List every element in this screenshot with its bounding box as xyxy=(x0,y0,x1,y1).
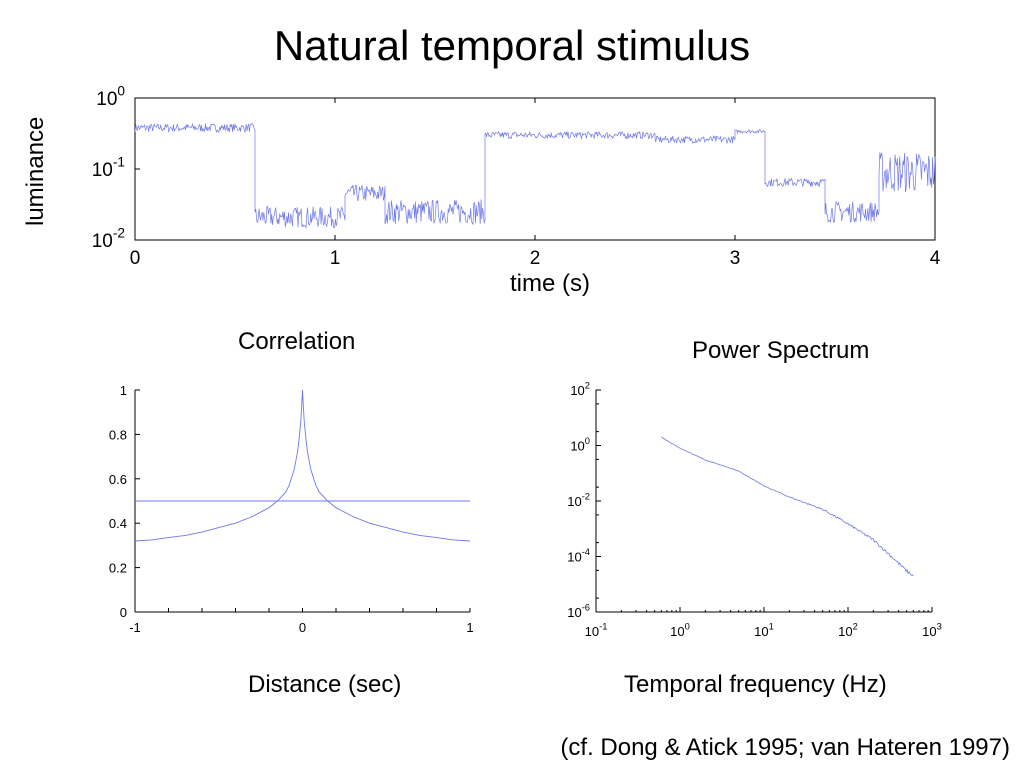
spectrum-x-tick-label: 103 xyxy=(922,622,942,640)
spectrum-x-tick-label: 101 xyxy=(754,622,774,640)
correlation-x-tick-label: -1 xyxy=(129,620,141,635)
luminance-tick-label-base: 10 xyxy=(96,89,117,110)
correlation-y-tick-label: 0.4 xyxy=(109,516,127,531)
spectrum-y-tick-label-exponent: -2 xyxy=(582,492,590,502)
frequency-axis-label: Temporal frequency (Hz) xyxy=(624,671,887,698)
luminance-tick-label: 100 xyxy=(96,84,125,111)
spectrum-x-tick-label-base: 10 xyxy=(838,624,852,639)
citation: (cf. Dong & Atick 1995; van Hateren 1997… xyxy=(560,734,1010,761)
power-spectrum-curve xyxy=(661,436,914,577)
spectrum-x-tick-label-base: 10 xyxy=(585,624,599,639)
spectrum-y-tick-label: 100 xyxy=(570,436,590,454)
luminance-trace xyxy=(134,122,936,229)
time-tick-label: 4 xyxy=(930,248,941,269)
spectrum-y-tick-label-base: 10 xyxy=(567,550,581,565)
spectrum-x-tick-label-base: 10 xyxy=(670,624,684,639)
spectrum-x-tick-label: 102 xyxy=(838,622,858,640)
spectrum-y-tick-label-base: 10 xyxy=(570,383,584,398)
spectrum-y-tick-label-base: 10 xyxy=(570,439,584,454)
correlation-x-tick-label: 0 xyxy=(299,620,306,635)
spectrum-y-tick-label-exponent: -4 xyxy=(582,547,590,557)
spectrum-x-tick-label-exponent: 3 xyxy=(937,622,942,632)
time-tick-label: 0 xyxy=(130,248,141,269)
spectrum-x-tick-label-exponent: 1 xyxy=(769,622,774,632)
spectrum-y-tick-label: 10-2 xyxy=(567,492,590,510)
time-axis-label: time (s) xyxy=(510,270,590,297)
correlation-y-tick-label: 0.2 xyxy=(109,561,127,576)
time-tick-label: 3 xyxy=(730,248,741,269)
time-tick-label: 2 xyxy=(530,248,541,269)
time-tick-label: 1 xyxy=(330,248,341,269)
spectrum-y-tick-label: 10-6 xyxy=(567,603,590,621)
spectrum-y-tick-label-base: 10 xyxy=(567,605,581,620)
spectrum-x-tick-label-exponent: 2 xyxy=(853,622,858,632)
correlation-y-tick-label: 0 xyxy=(120,605,127,620)
luminance-tick-label-exponent: -1 xyxy=(113,155,125,170)
luminance-tick-label-base: 10 xyxy=(92,231,113,252)
luminance-tick-label-exponent: 0 xyxy=(117,84,125,99)
correlation-x-tick-label: 1 xyxy=(466,620,473,635)
spectrum-y-tick-label: 10-4 xyxy=(567,547,590,565)
correlation-title: Correlation xyxy=(238,328,356,355)
correlation-y-tick-label: 0.6 xyxy=(109,472,127,487)
correlation-y-tick-label: 0.8 xyxy=(109,427,127,442)
luminance-tick-label-base: 10 xyxy=(92,160,113,181)
luminance-tick-label-exponent: -2 xyxy=(113,226,125,241)
spectrum-x-tick-label-base: 10 xyxy=(922,624,936,639)
luminance-tick-label: 10-1 xyxy=(92,155,125,182)
spectrum-y-tick-label-exponent: 0 xyxy=(585,436,590,446)
spectrum-y-tick-label-exponent: -6 xyxy=(582,603,590,613)
spectrum-x-tick-label: 10-1 xyxy=(585,622,608,640)
luminance-tick-label: 10-2 xyxy=(92,226,125,253)
spectrum-x-tick-label-base: 10 xyxy=(754,624,768,639)
power-spectrum-title: Power Spectrum xyxy=(692,337,870,364)
spectrum-y-tick-label: 102 xyxy=(570,381,590,399)
correlation-curve xyxy=(134,389,471,542)
correlation-y-tick-label: 1 xyxy=(120,383,127,398)
spectrum-y-tick-label-base: 10 xyxy=(567,494,581,509)
slide-title: Natural temporal stimulus xyxy=(273,22,751,69)
spectrum-x-tick-label-exponent: -1 xyxy=(599,622,607,632)
distance-axis-label: Distance (sec) xyxy=(248,671,402,698)
spectrum-x-tick-label-exponent: 0 xyxy=(685,622,690,632)
spectrum-y-tick-label-exponent: 2 xyxy=(585,381,590,391)
spectrum-x-tick-label: 100 xyxy=(670,622,690,640)
